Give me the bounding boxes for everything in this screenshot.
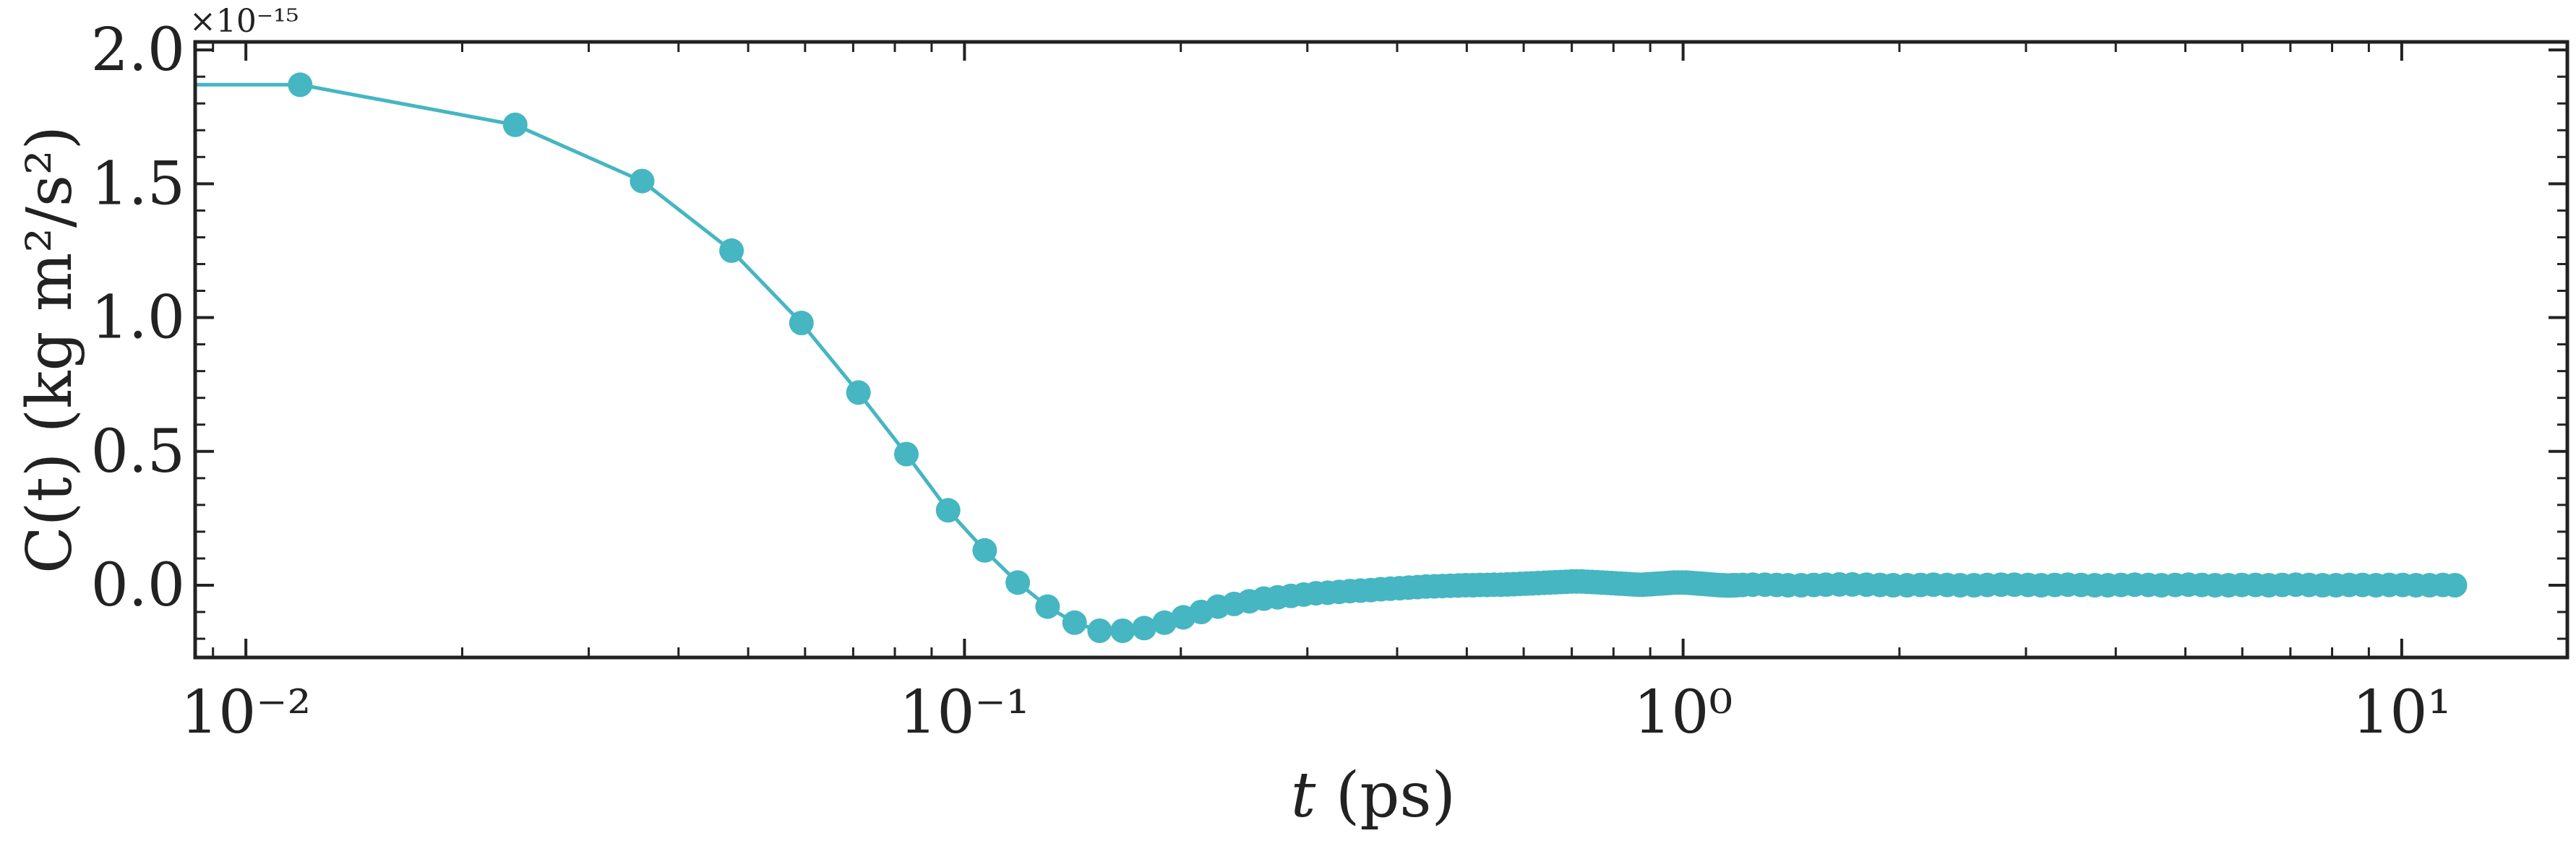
data-point [1035,594,1060,619]
y-tick-label: 0.5 [91,418,185,486]
data-point [1005,570,1031,595]
data-point [1062,610,1087,635]
y-tick-label: 1.5 [91,150,185,218]
data-point [1110,618,1135,643]
y-axis-label: C(t) (kg m²/s²) [14,126,86,574]
x-axis-label-variable: t [1291,759,1316,832]
y-tick-label: 1.0 [91,284,185,353]
data-point [846,380,871,405]
x-axis-label: t (ps) [1291,759,1456,832]
data-point [935,498,961,523]
data-point [502,112,528,137]
data-point [1132,616,1157,641]
y-tick-label: 0.0 [91,551,185,620]
plot-frame [193,40,2569,660]
plot-data [195,72,2468,643]
data-point [894,441,919,467]
x-axis-label-unit: (ps) [1315,759,1456,832]
data-point [1087,618,1112,643]
x-tick-label: 10⁰ [1633,678,1733,747]
y-tick-label: 2.0 [91,16,185,85]
data-point [1152,610,1177,635]
x-tick-label: 10⁻¹ [899,678,1030,747]
y-axis-multiplier: ×10⁻¹⁵ [189,3,299,40]
data-point [972,538,997,563]
data-point [719,238,744,263]
data-point [630,168,655,194]
data-point [789,311,814,335]
axis-ticks: 10⁻² 10⁻¹ 10⁰ 10¹ 0.0 0.5 1.0 1.5 2.0 [91,16,2567,747]
data-point [2442,573,2468,598]
data-point [288,72,313,98]
x-tick-label: 10¹ [2352,678,2451,747]
x-tick-label: 10⁻² [181,678,312,747]
